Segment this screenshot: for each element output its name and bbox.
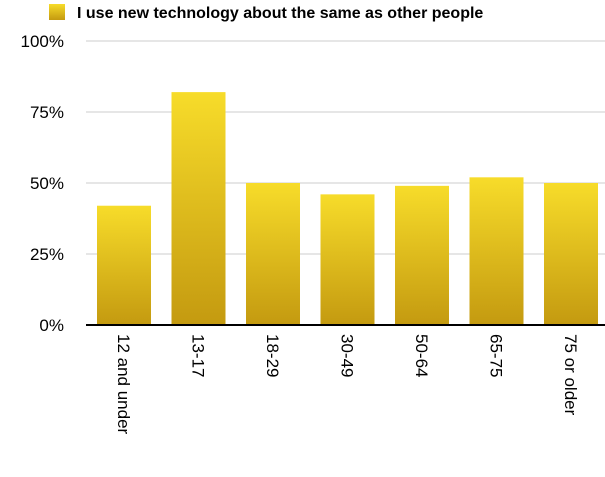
y-axis-ticks: 0% 25% 50% 75% 100% (21, 32, 64, 335)
x-tick-label: 13-17 (189, 334, 208, 377)
bar (171, 92, 226, 326)
y-tick-label: 0% (39, 316, 64, 335)
bar (320, 194, 375, 325)
bar (469, 177, 524, 325)
bar (544, 183, 598, 325)
x-tick-label: 12 and under (114, 334, 133, 435)
y-tick-label: 100% (21, 32, 64, 51)
legend-swatch (49, 4, 65, 20)
y-tick-label: 25% (30, 245, 64, 264)
x-tick-label: 75 or older (561, 334, 580, 416)
bars (97, 92, 598, 326)
y-tick-label: 75% (30, 103, 64, 122)
bar (395, 185, 449, 325)
legend-label: I use new technology about the same as o… (77, 5, 483, 22)
x-tick-label: 65-75 (487, 334, 506, 377)
x-axis-ticks: 12 and under 13-17 18-29 30-49 50-64 65-75 75 … (114, 334, 580, 435)
x-tick-label: 18-29 (263, 334, 282, 377)
legend: I use new technology about the same as o… (49, 4, 483, 22)
x-tick-label: 30-49 (338, 334, 357, 377)
bar (246, 183, 300, 325)
bar (97, 205, 151, 325)
x-tick-label: 50-64 (412, 334, 431, 377)
y-tick-label: 50% (30, 174, 64, 193)
